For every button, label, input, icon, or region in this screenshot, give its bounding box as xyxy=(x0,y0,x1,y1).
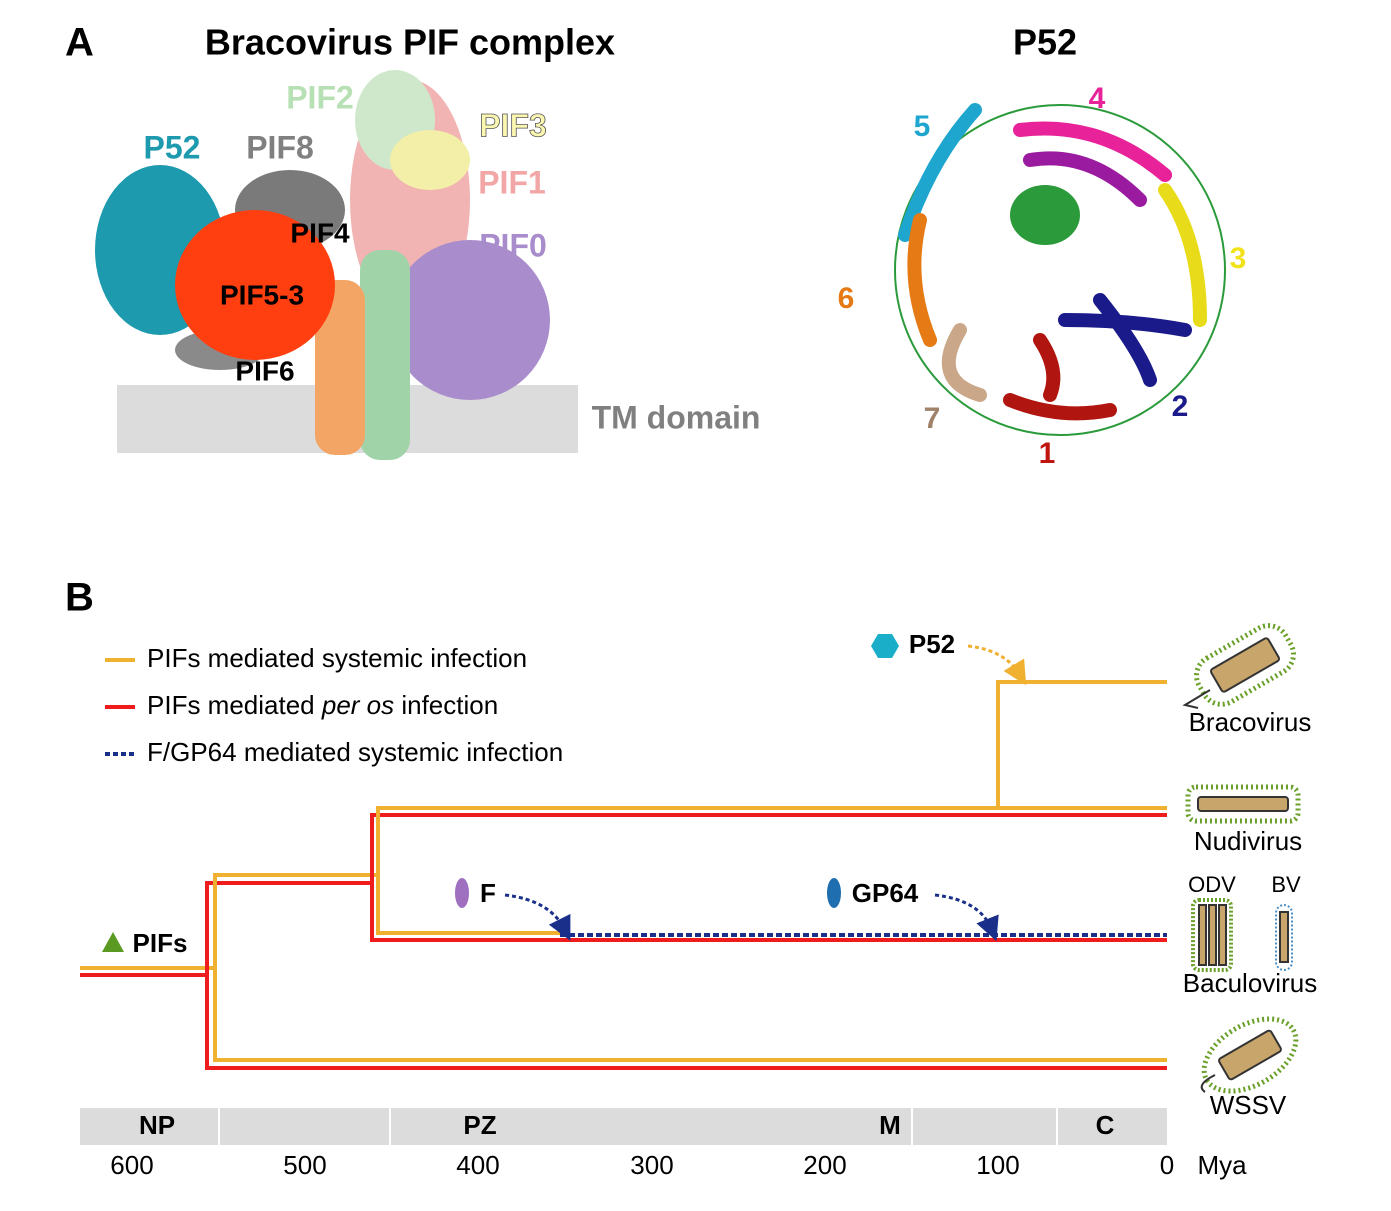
label: P52 xyxy=(144,129,201,165)
panel-title: P52 xyxy=(1013,22,1077,63)
blade-label: 5 xyxy=(914,110,931,143)
taxon-label: Nudivirus xyxy=(1194,826,1302,856)
legend-text: PIFs mediated xyxy=(147,690,322,720)
blade-label: 3 xyxy=(1230,242,1247,275)
era-label: C xyxy=(1096,1110,1115,1140)
legend-text: infection xyxy=(394,690,498,720)
taxon-label: BV xyxy=(1271,872,1301,897)
taxon-label: ODV xyxy=(1188,872,1236,897)
label: PIF1 xyxy=(478,164,546,200)
time-tick: 200 xyxy=(803,1150,846,1180)
label: PIF5-3 xyxy=(220,279,304,310)
panel-title: Bracovirus PIF complex xyxy=(205,22,615,63)
label: PIF2 xyxy=(286,79,354,115)
tree xyxy=(80,644,1167,1070)
legend-text: F/GP64 mediated systemic infection xyxy=(147,737,563,767)
f-marker xyxy=(455,878,469,908)
label: PIF4 xyxy=(290,217,350,248)
era-label: PZ xyxy=(463,1110,496,1140)
era-separators xyxy=(218,1108,1058,1145)
time-unit: Mya xyxy=(1197,1150,1247,1180)
time-tick: 300 xyxy=(630,1150,673,1180)
time-tick: 100 xyxy=(976,1150,1019,1180)
blade-label: 2 xyxy=(1172,390,1189,423)
era-bar xyxy=(80,1108,1167,1145)
marker-label: PIFs xyxy=(133,928,188,958)
label: PIF8 xyxy=(246,129,314,165)
blade-label: 7 xyxy=(924,402,941,435)
time-tick: 0 xyxy=(1160,1150,1174,1180)
virus-icons xyxy=(1182,623,1301,1094)
time-tick: 400 xyxy=(456,1150,499,1180)
time-tick: 500 xyxy=(283,1150,326,1180)
pifs-marker xyxy=(102,932,124,952)
marker-label: P52 xyxy=(909,629,955,659)
gp64-marker xyxy=(827,878,841,908)
label: PIF3 xyxy=(479,107,547,143)
era-label: NP xyxy=(139,1110,175,1140)
blade-label: 4 xyxy=(1089,82,1106,115)
marker-label: GP64 xyxy=(852,878,919,908)
blade-label: 6 xyxy=(838,282,855,315)
p52-ribbon xyxy=(894,103,1226,436)
taxon-label: WSSV xyxy=(1210,1090,1287,1120)
legend-text: per os xyxy=(321,690,394,720)
label: PIF6 xyxy=(235,355,294,386)
panel-letter: A xyxy=(65,21,94,65)
label: PIF0 xyxy=(479,227,547,263)
legend-text: PIFs mediated per os infection xyxy=(147,690,498,720)
marker-label: F xyxy=(480,878,496,908)
p52-marker xyxy=(871,634,899,658)
panel-letter: B xyxy=(65,576,94,620)
complex-surface xyxy=(95,70,578,460)
time-tick: 600 xyxy=(110,1150,153,1180)
taxon-label: Bracovirus xyxy=(1189,707,1312,737)
label: TM domain xyxy=(592,399,761,435)
taxon-label: Baculovirus xyxy=(1183,968,1317,998)
era-label: M xyxy=(879,1110,901,1140)
legend-text: PIFs mediated systemic infection xyxy=(147,643,527,673)
blade-label: 1 xyxy=(1039,437,1056,470)
